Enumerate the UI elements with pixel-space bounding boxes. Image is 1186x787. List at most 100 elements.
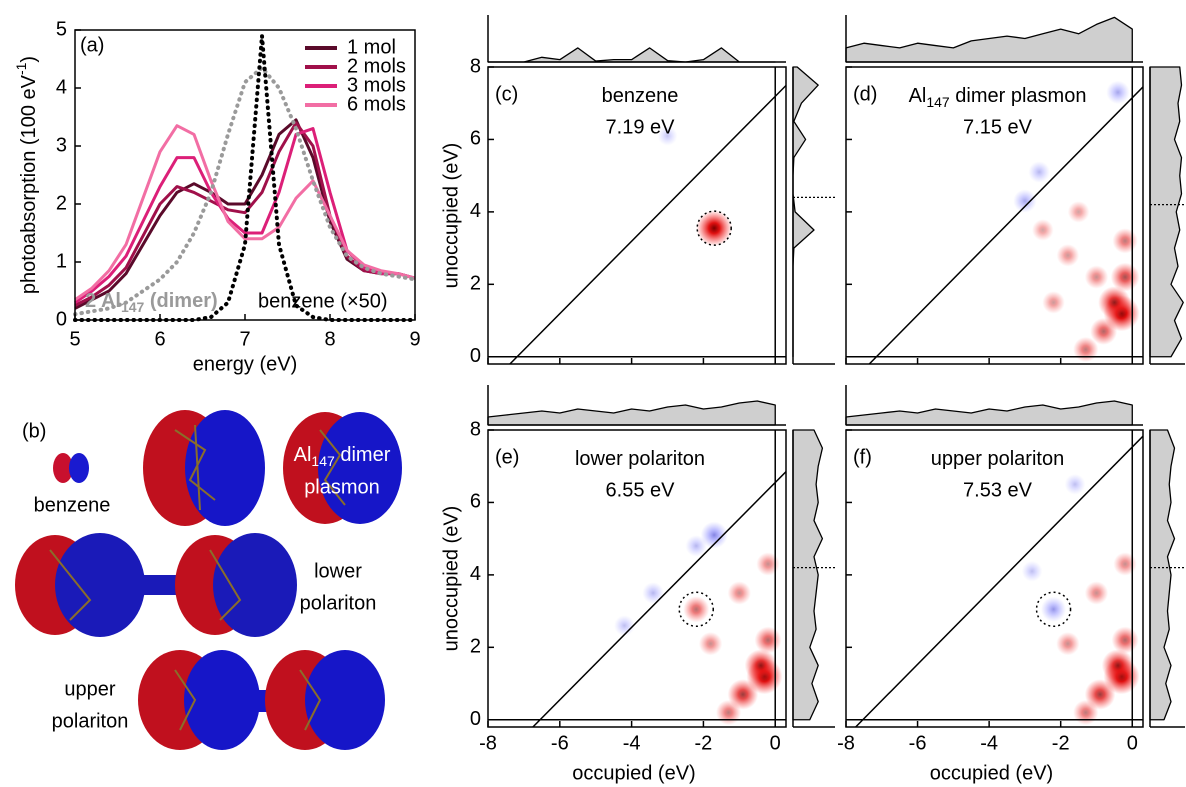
spot [1113,552,1137,576]
panel-title-part: dimer plasmon [950,85,1087,107]
transition-line [532,471,786,727]
y-tick-label: 6 [470,491,481,513]
spot [1084,581,1109,605]
legend-label: 2 mols [347,55,406,77]
unoccupied-dos [1149,66,1184,358]
spot [1106,80,1130,105]
panel-title-part: lower polariton [575,448,705,470]
panel-title-part: Al [909,85,927,107]
spot [1098,286,1131,319]
plot-area [532,471,786,727]
x-tick-label: 0 [1127,732,1138,754]
lower-label: lower [314,560,362,582]
label-part: dimer [335,444,391,466]
spot [1042,291,1065,314]
label-subscript: 147 [311,453,335,469]
panel-title: upper polariton [931,448,1064,470]
series-annotation-part: (dimer) [144,290,217,312]
x-tick-label: -8 [837,732,855,754]
occupied-dos [487,47,776,63]
spot [1056,631,1080,656]
x-tick-label: -4 [623,732,641,754]
y-tick-label: 0 [470,708,481,730]
spot [1111,626,1139,654]
spot [698,631,723,656]
x-axis-label: energy (eV) [193,353,298,375]
upper-label: upper [64,678,115,700]
spot [683,596,710,623]
al-dimer-label: Al147 dimer [294,444,391,468]
plot-frame [845,66,1144,365]
y-axis-label-part: ) [18,56,40,63]
y-tick-label: 3 [56,134,67,156]
plot-area [868,80,1143,364]
x-axis-label: occupied (eV) [930,762,1053,784]
x-tick-label: -8 [479,732,497,754]
y-tick-label: 4 [470,563,481,585]
x-tick-label: 9 [409,328,420,350]
upper-label: polariton [52,710,129,732]
x-tick-label: 5 [69,328,80,350]
series-line [74,127,416,304]
spot [754,626,782,654]
y-tick-label: 0 [56,308,67,330]
spot [1073,336,1099,363]
spot [744,649,778,682]
x-tick-label: -6 [551,732,569,754]
spot [700,521,728,549]
x-tick-label: -2 [695,732,713,754]
x-tick-label: -6 [909,732,927,754]
panel-title: benzene [602,85,679,107]
plot-area [509,84,786,364]
energy-label: 7.53 eV [963,479,1033,501]
spot [1028,161,1051,183]
spot [1073,699,1099,726]
panel-label: (e) [495,446,519,468]
energy-label: 7.15 eV [963,116,1033,138]
x-axis-label: occupied (eV) [572,762,695,784]
plot-frame [845,429,1144,728]
series-annotation: 2 Al147 (dimer) [85,290,218,314]
y-tick-label: 2 [470,273,481,295]
unoccupied-dos [1149,429,1176,721]
spot [1112,228,1138,254]
unoccupied-dos [792,429,824,721]
spot [756,552,780,576]
series-annotation: benzene (×50) [258,290,388,312]
spot [1110,262,1140,292]
highlight-circle [1035,591,1072,628]
spot [1067,201,1090,223]
plot-frame [487,66,787,365]
spot [614,615,635,636]
x-tick-label: 7 [239,328,250,350]
occupied-dos [845,400,1133,426]
y-tick-label: 8 [470,418,481,440]
spot [1064,473,1086,495]
panel-title-part: 147 [926,94,950,110]
energy-label: 7.19 eV [606,116,676,138]
panel-title-part: benzene [602,85,679,107]
spot [1040,596,1067,622]
spot [715,699,742,726]
plot-frame [487,429,787,728]
spot [727,581,752,605]
y-axis-label-part: photoabsorption (100 eV [18,74,40,294]
panel-title: lower polariton [575,448,705,470]
label-part: Al [294,444,312,466]
y-tick-label: 2 [56,192,67,214]
occupied-dos [845,16,1133,63]
x-tick-label: 6 [154,328,165,350]
y-axis-label: unoccupied (eV) [440,143,462,289]
x-tick-label: -2 [1052,732,1070,754]
spot [685,535,708,557]
spot [1084,265,1109,289]
spot [1021,560,1043,582]
y-tick-label: 4 [56,76,67,98]
series-line [73,65,417,317]
benzene-orbital [53,453,89,483]
transition-line [868,86,1143,364]
spot [1013,189,1037,213]
legend-label: 1 mol [347,36,396,58]
benzene-label: benzene [34,494,111,516]
